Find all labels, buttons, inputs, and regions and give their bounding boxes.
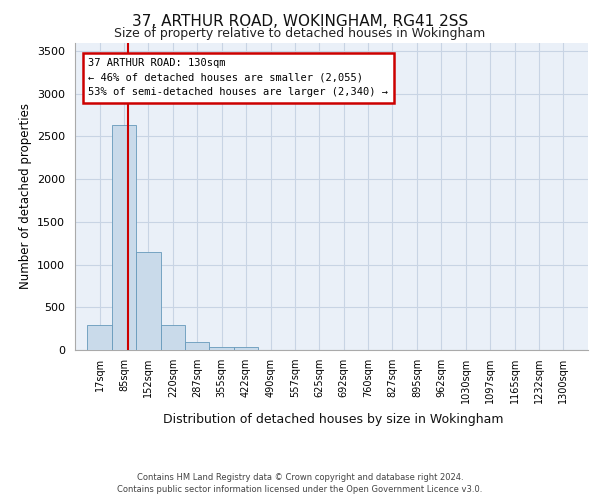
Bar — [87, 325, 112, 350]
Bar — [185, 342, 209, 350]
Text: 37 ARTHUR ROAD: 130sqm
← 46% of detached houses are smaller (2,055)
53% of semi-: 37 ARTHUR ROAD: 130sqm ← 46% of detached… — [88, 58, 388, 98]
Bar — [234, 348, 258, 350]
Text: Contains HM Land Registry data © Crown copyright and database right 2024.
Contai: Contains HM Land Registry data © Crown c… — [118, 472, 482, 494]
Bar — [161, 325, 185, 350]
Text: 37, ARTHUR ROAD, WOKINGHAM, RG41 2SS: 37, ARTHUR ROAD, WOKINGHAM, RG41 2SS — [132, 14, 468, 29]
Bar — [136, 252, 161, 350]
Text: Distribution of detached houses by size in Wokingham: Distribution of detached houses by size … — [163, 412, 503, 426]
Bar — [209, 346, 234, 350]
Bar — [112, 124, 136, 350]
Y-axis label: Number of detached properties: Number of detached properties — [19, 104, 32, 289]
Text: Size of property relative to detached houses in Wokingham: Size of property relative to detached ho… — [115, 28, 485, 40]
